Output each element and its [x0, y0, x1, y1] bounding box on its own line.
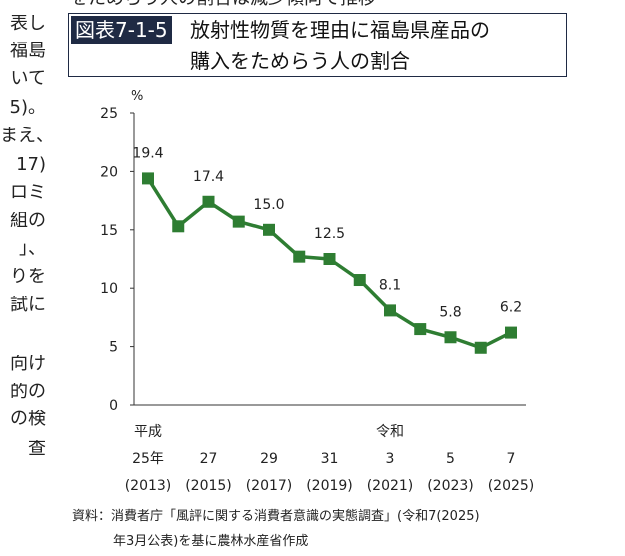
data-point — [293, 250, 306, 263]
x-tick-label: 5 — [446, 451, 455, 467]
data-point — [505, 326, 517, 339]
line-chart: 0 5 10 15 20 25% 19.4 17.4 15.0 12.5 8.1 5.8 6.2 平成 令和… — [100, 89, 535, 494]
background-text-line: ロミ — [10, 184, 46, 202]
background-text-line: りを — [10, 268, 46, 286]
background-text-line: まえ、 — [0, 127, 46, 145]
data-point — [263, 223, 275, 236]
x-tick-western-label: (2023) — [427, 478, 474, 494]
x-tick-western-label: (2017) — [246, 478, 293, 494]
background-text-line: 5)。 — [9, 99, 46, 117]
y-tick-label: 15 — [100, 223, 118, 239]
data-point — [353, 274, 366, 287]
y-tick-label: 25 — [100, 106, 118, 122]
x-tick-western-label: (2013) — [125, 478, 172, 494]
data-point — [202, 195, 215, 208]
data-point — [323, 253, 336, 265]
background-text-line: 向け — [10, 355, 46, 373]
x-era-label: 令和 — [376, 424, 404, 440]
x-tick-western-label: (2019) — [306, 478, 353, 494]
data-point — [232, 215, 245, 228]
data-point — [142, 172, 154, 185]
x-tick-label: 7 — [507, 451, 516, 467]
data-label: 5.8 — [439, 304, 461, 320]
data-label: 15.0 — [253, 197, 284, 213]
figure-title-box: 図表7-1-5 放射性物質を理由に福島県産品の 購入をためらう人の割合 — [68, 13, 567, 77]
figure-label: 図表7-1-5 — [71, 16, 172, 44]
data-point — [474, 341, 487, 354]
y-axis-unit: % — [131, 89, 143, 104]
background-heading: をためらう人の割合は減少傾向で推移 — [70, 0, 376, 8]
data-label: 8.1 — [379, 277, 401, 293]
x-tick-label: 31 — [321, 451, 339, 467]
background-text-line: 福島 — [10, 42, 46, 60]
x-tick-label: 3 — [386, 451, 395, 467]
y-tick-label: 10 — [100, 281, 118, 297]
x-tick-label: 25年 — [132, 451, 164, 467]
background-text-line: の検 — [10, 410, 46, 428]
data-point — [444, 331, 457, 344]
data-point — [384, 304, 396, 317]
background-text-line: 試に — [10, 296, 46, 314]
y-tick-label: 0 — [109, 398, 118, 414]
background-text-line: 」、 — [19, 240, 46, 258]
x-tick-western-label: (2015) — [185, 478, 232, 494]
x-era-label: 平成 — [134, 424, 162, 440]
x-tick-western-label: (2021) — [367, 478, 414, 494]
background-text-line: 的の — [10, 383, 46, 401]
background-text-line: いて — [10, 70, 46, 88]
data-label: 6.2 — [500, 300, 522, 316]
background-text-line: 表し — [10, 15, 46, 33]
data-point — [414, 323, 427, 336]
data-point — [172, 220, 185, 233]
y-tick-label: 20 — [100, 164, 118, 180]
figure-title-line2: 購入をためらう人の割合 — [190, 49, 410, 73]
x-tick-western-label: (2025) — [488, 478, 535, 494]
background-text-line: 組の — [10, 212, 46, 230]
background-text-line: 查 — [28, 440, 46, 458]
data-label: 17.4 — [193, 169, 224, 185]
source-note-line1: 資料：消費者庁「風評に関する消費者意識の実態調査」(令和7(2025) — [72, 509, 480, 524]
figure-title-line1: 放射性物質を理由に福島県産品の — [190, 18, 490, 42]
source-note-line2: 年3月公表)を基に農林水産省作成 — [113, 534, 309, 549]
data-label: 12.5 — [314, 226, 345, 242]
background-text-line: 17) — [16, 156, 46, 174]
x-tick-label: 27 — [200, 451, 218, 467]
y-tick-label: 5 — [109, 340, 118, 356]
data-label: 19.4 — [132, 145, 163, 161]
x-tick-label: 29 — [260, 451, 278, 467]
